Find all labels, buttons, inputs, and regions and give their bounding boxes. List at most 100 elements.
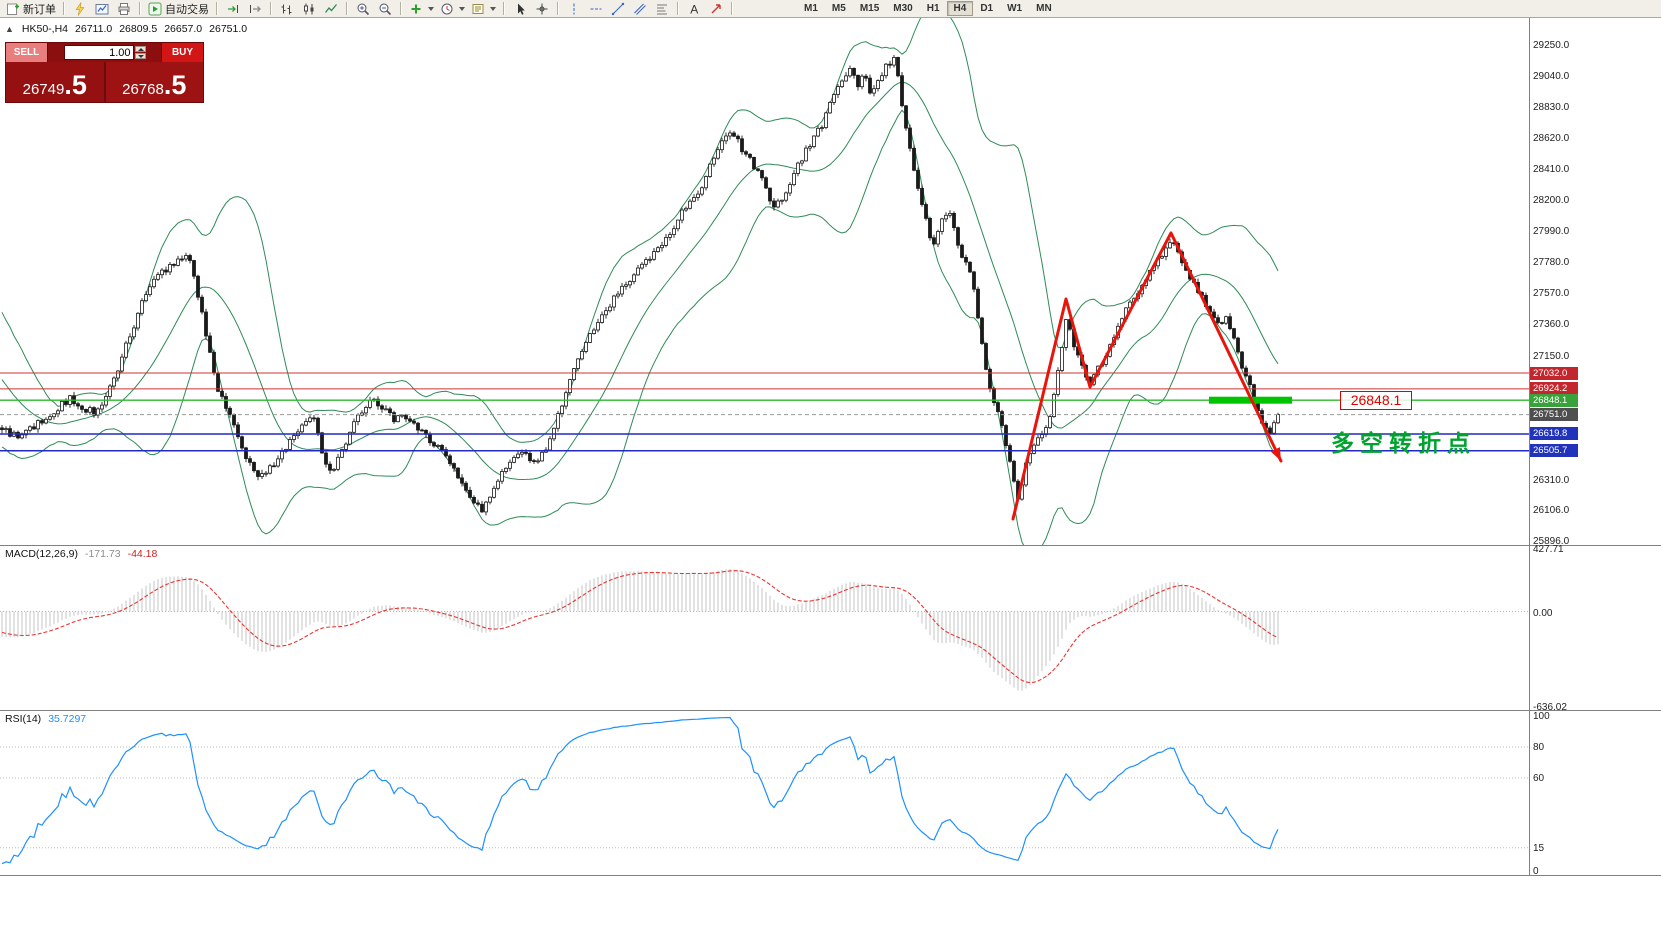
autotrading-label: 自动交易 — [165, 3, 209, 16]
timeframe-w1-button[interactable]: W1 — [1000, 1, 1029, 16]
macd-header: MACD(12,26,9) -171.73 -44.18 — [5, 548, 157, 560]
timeframe-h4-button[interactable]: H4 — [946, 1, 974, 16]
macd-value: -171.73 — [84, 548, 121, 560]
timeframe-m30-button[interactable]: M30 — [886, 1, 919, 16]
dropdown-arrow-icon — [459, 6, 465, 11]
indicators-button[interactable] — [406, 1, 437, 17]
zoom-out-button[interactable] — [374, 1, 396, 17]
macd-axis-label: -636.02 — [1533, 702, 1567, 713]
timeframe-m15-button[interactable]: M15 — [853, 1, 886, 16]
horizontal-line-icon — [590, 8, 602, 9]
channel-button[interactable] — [629, 1, 651, 17]
chart-shift-button[interactable] — [244, 1, 266, 17]
autotrade-play-icon — [148, 2, 162, 15]
dropdown-arrow-icon — [490, 6, 496, 11]
macd-signal-value: -44.18 — [127, 548, 158, 560]
rsi-value: 35.7297 — [48, 713, 87, 725]
arrows-tool-button[interactable] — [705, 1, 727, 17]
ask-pip-digits: .5 — [163, 70, 187, 101]
print-button[interactable] — [113, 1, 135, 17]
fibonacci-button[interactable] — [651, 1, 673, 17]
turning-point-note[interactable]: 多空转折点 — [1331, 430, 1476, 456]
indicators-plus-icon — [411, 4, 421, 13]
price-axis-label: 27990.0 — [1533, 226, 1570, 237]
new-chart-button[interactable] — [91, 1, 113, 17]
crosshair-icon — [536, 3, 548, 14]
toolbar-separator — [557, 2, 559, 15]
timeframe-m5-button[interactable]: M5 — [825, 1, 853, 16]
zoom-in-button[interactable] — [352, 1, 374, 17]
toolbar-separator — [216, 2, 218, 15]
cursor-button[interactable] — [509, 1, 531, 17]
panel-separator[interactable] — [0, 545, 1661, 546]
vertical-line-button[interactable] — [563, 1, 585, 17]
price-axis-label: 28620.0 — [1533, 133, 1570, 144]
bid-main-digits: 26749 — [22, 81, 65, 98]
auto-scroll-button[interactable] — [222, 1, 244, 17]
price-tag: 26751.0 — [1530, 408, 1578, 421]
channel-icon — [634, 3, 646, 15]
autotrading-button[interactable]: 自动交易 — [145, 1, 212, 17]
price-axis-label: 28410.0 — [1533, 164, 1570, 175]
periods-button[interactable] — [437, 1, 468, 17]
ask-price[interactable]: 26768 .5 — [105, 62, 203, 102]
one-click-trading-panel: SELL BUY 26749 .5 26768 .5 — [5, 42, 204, 103]
horizontal-line-button[interactable] — [585, 1, 607, 17]
price-axis-label: 27150.0 — [1533, 351, 1570, 362]
line-chart-button[interactable] — [320, 1, 342, 17]
text-tool-icon: A — [690, 2, 698, 16]
low-value: 26657.0 — [164, 23, 203, 35]
candlestick-chart-button[interactable] — [298, 1, 320, 17]
chart-shift-icon — [250, 4, 261, 13]
cursor-arrow-icon — [518, 3, 525, 15]
templates-button[interactable] — [468, 1, 499, 17]
buy-button[interactable]: BUY — [161, 43, 203, 62]
bid-price[interactable]: 26749 .5 — [6, 62, 106, 102]
time-axis[interactable]: 2 Oct 201928 Oct 01:151 Nov 01:157 Nov 0… — [0, 875, 1661, 899]
new-order-button[interactable]: 新订单 — [3, 1, 59, 17]
timeframe-m1-button[interactable]: M1 — [797, 1, 825, 16]
toolbar-separator — [270, 2, 272, 15]
price-chart-canvas[interactable] — [0, 18, 1529, 545]
volume-up-button[interactable] — [134, 46, 146, 52]
timeframe-h1-button[interactable]: H1 — [920, 1, 947, 16]
quote-row: 26749 .5 26768 .5 — [6, 62, 203, 102]
price-tag: 26619.8 — [1530, 427, 1578, 440]
bar-chart-icon — [281, 4, 292, 14]
one-click-collapse-button[interactable]: ▲ — [5, 24, 14, 34]
line-chart-ic​on — [324, 3, 337, 13]
lightning-icon — [75, 1, 85, 16]
bar-chart-button[interactable] — [276, 1, 298, 17]
chart-ohlc-header: ▲ HK50-,H4 26711.0 26809.5 26657.0 26751… — [5, 23, 247, 35]
price-axis-label: 26310.0 — [1533, 475, 1570, 486]
price-level-label[interactable]: 26848.1 — [1340, 391, 1412, 410]
bid-pip-digits: .5 — [64, 70, 87, 101]
sell-button[interactable]: SELL — [6, 43, 48, 62]
volume-down-button[interactable] — [134, 53, 146, 59]
rsi-axis-label: 0 — [1533, 866, 1539, 877]
panel-separator[interactable] — [0, 710, 1661, 711]
rsi-panel-canvas[interactable] — [0, 710, 1529, 875]
open-value: 26711.0 — [75, 23, 113, 35]
price-axis-label: 29250.0 — [1533, 40, 1570, 51]
toolbar-separator — [503, 2, 505, 15]
ask-main-digits: 26768 — [122, 81, 164, 98]
printer-icon — [118, 2, 130, 15]
quick-trade-button[interactable] — [69, 1, 91, 17]
toolbar: 新订单 自动交易 — [0, 0, 1661, 18]
crosshair-button[interactable] — [531, 1, 553, 17]
timeframe-mn-button[interactable]: MN — [1029, 1, 1059, 16]
volume-control — [48, 43, 161, 62]
timeframe-d1-button[interactable]: D1 — [973, 1, 1000, 16]
candlestick-chart-icon — [304, 3, 314, 14]
macd-panel-canvas[interactable] — [0, 545, 1529, 710]
text-tool-button[interactable]: A — [683, 1, 705, 17]
trendline-button[interactable] — [607, 1, 629, 17]
toolbar-separator — [731, 2, 733, 15]
rsi-axis-label: 80 — [1533, 742, 1545, 753]
volume-input[interactable] — [63, 45, 134, 60]
rsi-header: RSI(14) 35.7297 — [5, 713, 86, 725]
price-axis-label: 27780.0 — [1533, 257, 1570, 268]
svg-text:A: A — [690, 2, 698, 16]
